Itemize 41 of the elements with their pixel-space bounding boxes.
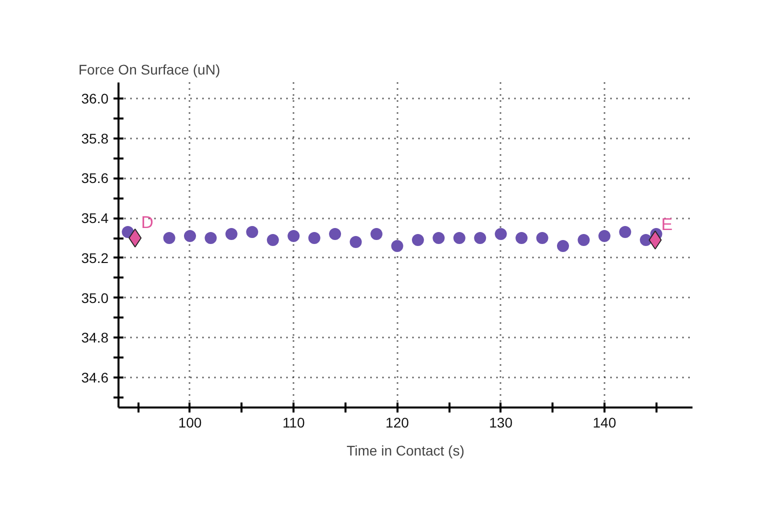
point [412, 234, 424, 246]
y-tick-label: 35.8 [81, 130, 109, 146]
point [246, 226, 258, 238]
point [432, 232, 445, 244]
point [288, 230, 300, 242]
point [204, 232, 217, 244]
y-tick-label: 35.4 [81, 210, 109, 226]
point [266, 234, 279, 246]
point [619, 226, 632, 238]
point [308, 232, 320, 244]
point [391, 240, 404, 252]
annotation: D [141, 213, 154, 232]
point [516, 232, 528, 244]
x-tick-label: 130 [489, 414, 513, 430]
point [556, 240, 569, 252]
point [350, 236, 362, 248]
x-axis-title: Time in Contact (s) [346, 442, 464, 458]
x-tick-label: 120 [386, 414, 410, 430]
y-tick-label: 34.6 [81, 370, 109, 386]
x-tick-label: 100 [178, 414, 202, 430]
x-tick-label: 140 [592, 414, 616, 430]
point [536, 232, 548, 244]
point [329, 228, 342, 240]
point [453, 232, 466, 244]
annotation: E [661, 215, 673, 234]
point [184, 230, 196, 242]
y-axis-title: Force On Surface (uN) [78, 62, 220, 78]
point [494, 228, 507, 240]
x-tick-label: 110 [282, 414, 305, 430]
point [578, 234, 590, 246]
point [598, 230, 610, 242]
y-tick-label: 34.8 [81, 330, 109, 346]
point [163, 232, 176, 244]
point [640, 234, 652, 246]
y-tick-label: 36.0 [81, 90, 109, 106]
y-tick-label: 35.0 [81, 290, 109, 306]
y-tick-label: 35.2 [81, 250, 109, 266]
point [225, 228, 238, 240]
point [370, 228, 382, 240]
y-tick-label: 35.6 [81, 170, 109, 186]
point [474, 232, 486, 244]
